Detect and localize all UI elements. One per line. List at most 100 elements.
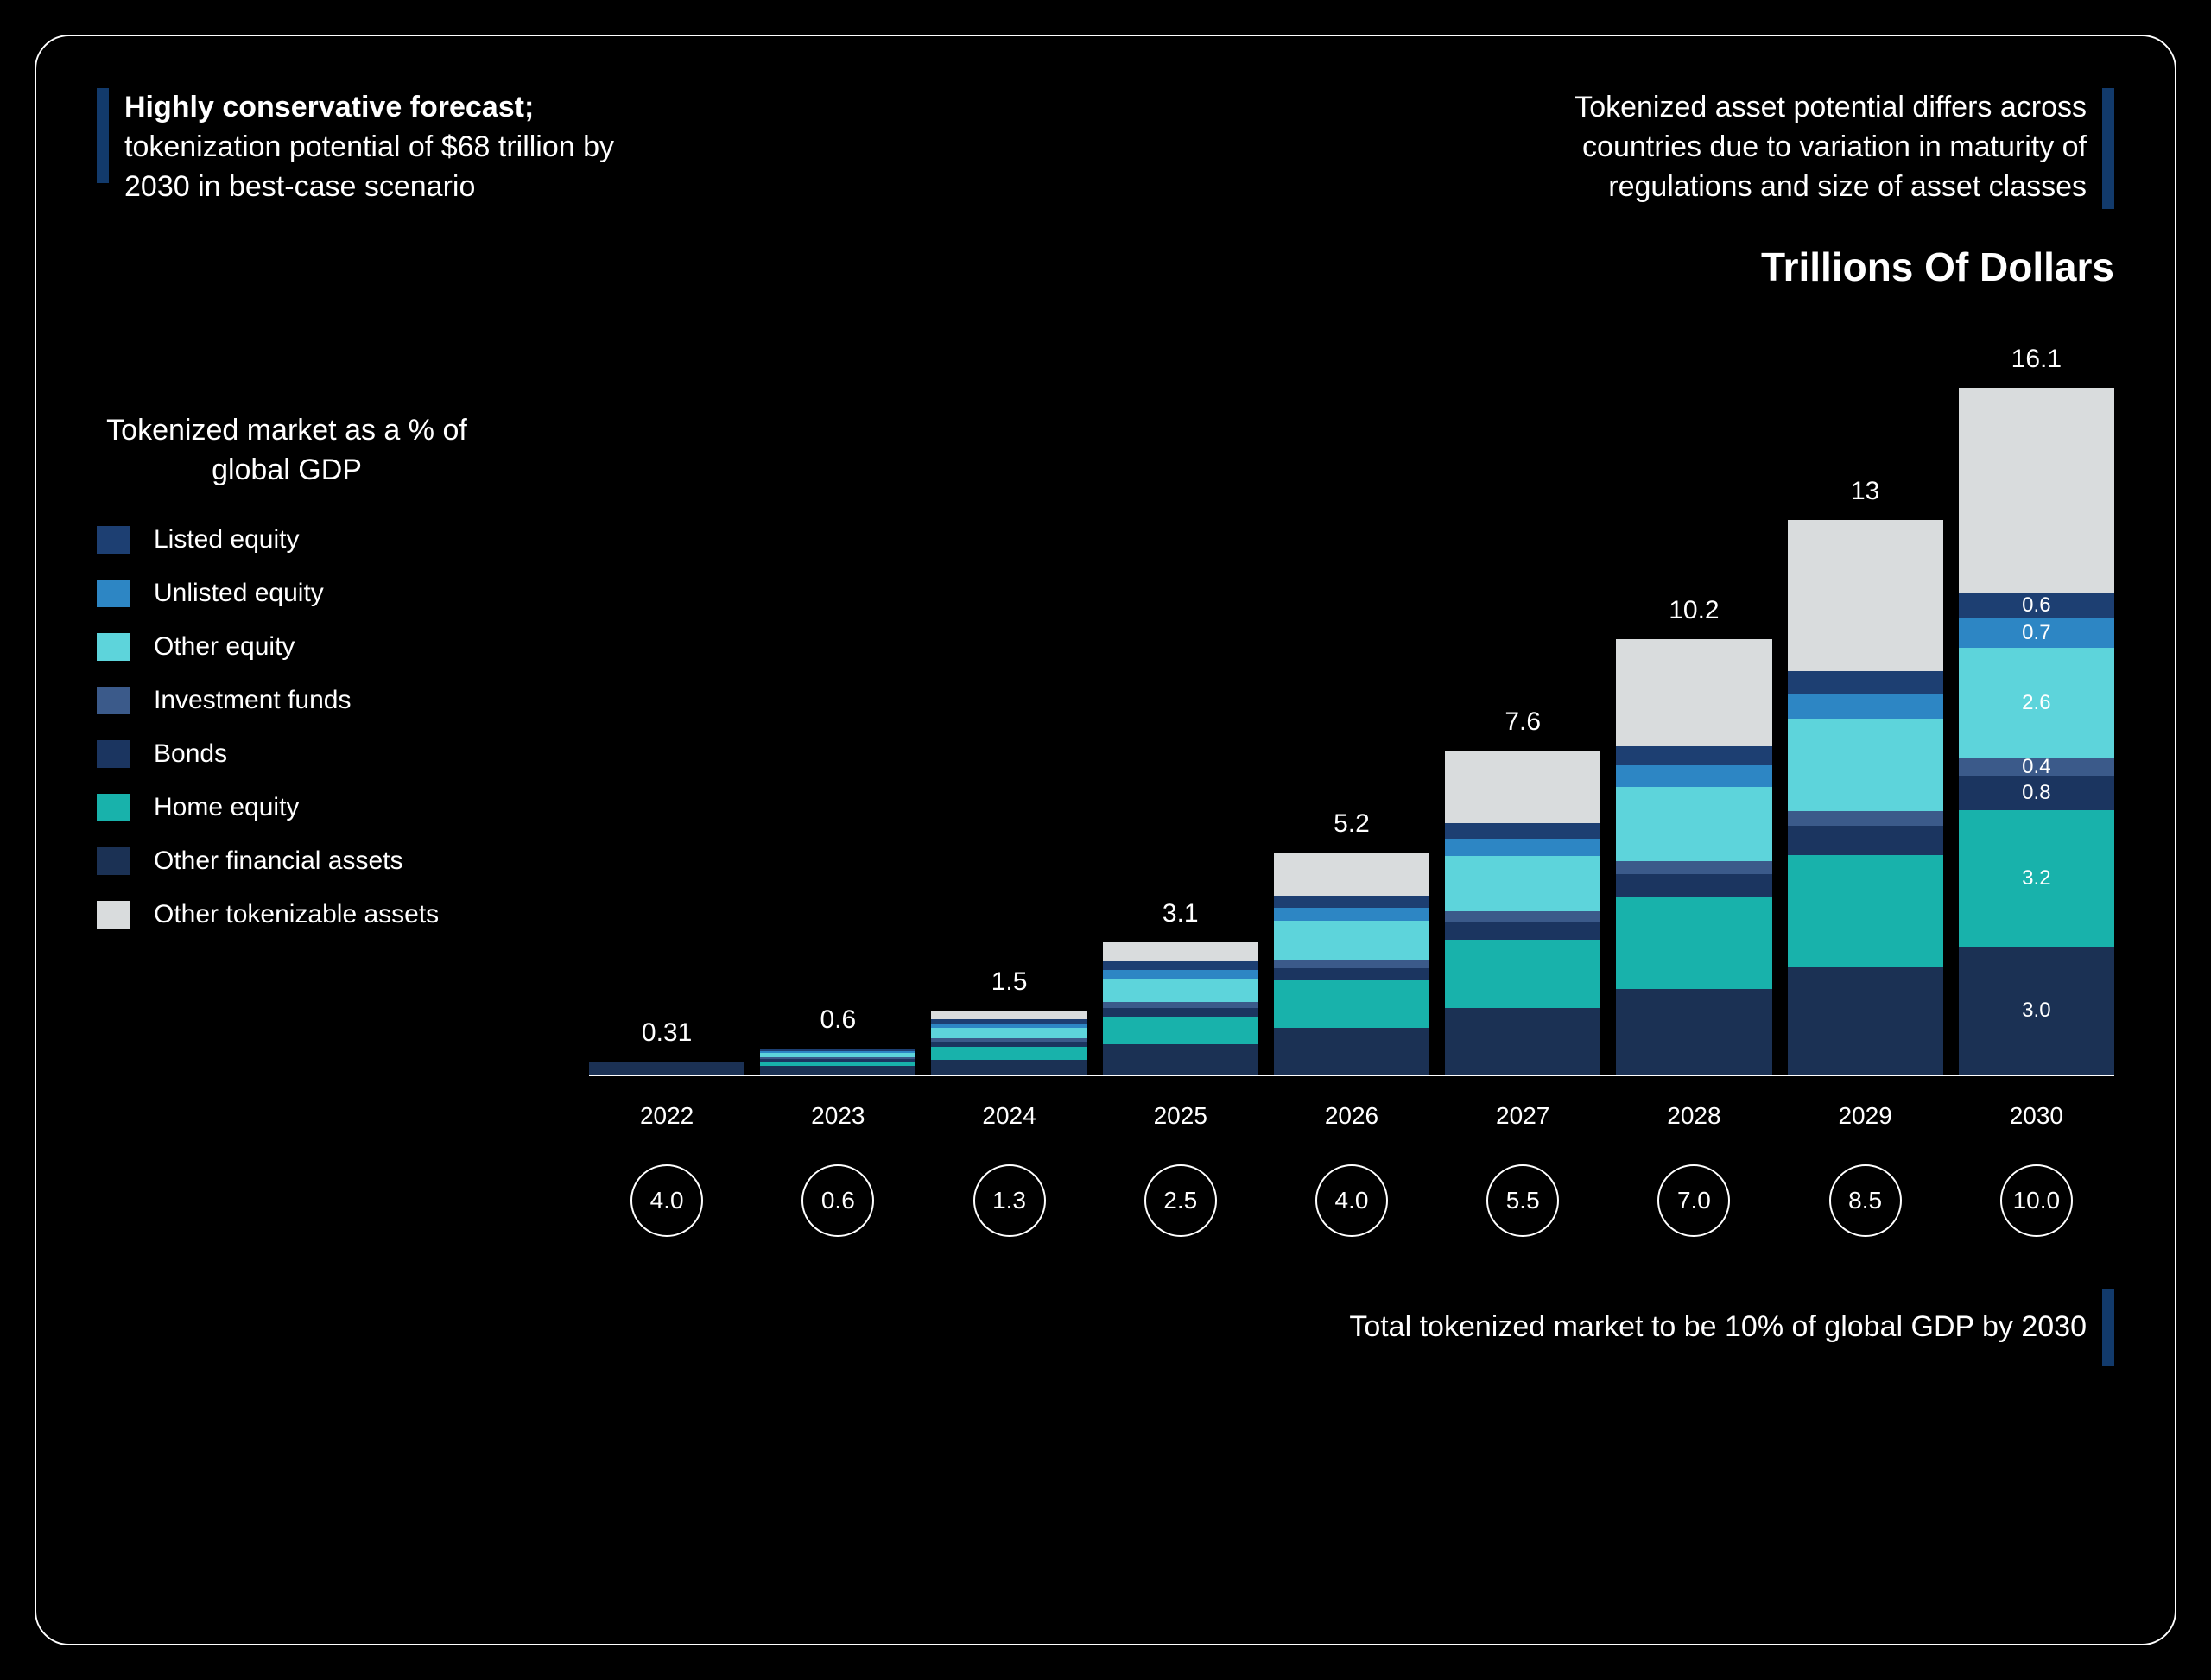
bar-stack: 3.03.20.80.42.60.70.6	[1959, 388, 2114, 1075]
bottom-accent-bar	[2102, 1289, 2114, 1366]
bar-segment: 2.6	[1959, 648, 2114, 758]
legend-item: Other tokenizable assets	[97, 900, 546, 929]
bar-segment	[1274, 1028, 1429, 1075]
gdp-circle-wrap: 8.5	[1788, 1164, 1943, 1237]
gdp-circle-wrap: 5.5	[1445, 1164, 1600, 1237]
bar-segment	[931, 1038, 1086, 1042]
bar-slot: 0.31	[589, 351, 744, 1075]
gdp-circle-wrap: 10.0	[1959, 1164, 2114, 1237]
x-tick: 2022	[589, 1092, 744, 1130]
legend-swatch	[97, 580, 130, 607]
bar-segment	[1788, 826, 1943, 855]
gdp-percent-circle: 8.5	[1829, 1164, 1902, 1237]
legend-swatch	[97, 687, 130, 714]
bar-slot: 10.2	[1616, 351, 1771, 1075]
gdp-percent-circle: 0.6	[801, 1164, 874, 1237]
bottom-callout-text: Total tokenized market to be 10% of glob…	[1349, 1308, 2087, 1347]
gdp-circle-wrap: 4.0	[1274, 1164, 1429, 1237]
bar-segment	[760, 1057, 915, 1059]
bar-stack	[1274, 853, 1429, 1075]
gdp-percent-circle: 4.0	[1315, 1164, 1388, 1237]
gdp-circle-wrap: 0.6	[760, 1164, 915, 1237]
gdp-circle-wrap: 1.3	[931, 1164, 1086, 1237]
legend-label: Unlisted equity	[154, 579, 324, 608]
segment-value-label: 2.6	[2022, 691, 2050, 715]
right-accent-bar	[2102, 88, 2114, 209]
legend-label: Other financial assets	[154, 846, 402, 876]
left-accent-bar	[97, 88, 109, 183]
left-callout-rest: tokenization potential of $68 trillion b…	[124, 130, 614, 203]
bar-total-label: 3.1	[1163, 899, 1199, 929]
bar-segment	[760, 1053, 915, 1057]
bar-stack	[1616, 639, 1771, 1075]
bar-segment	[1445, 911, 1600, 922]
legend-item: Unlisted equity	[97, 579, 546, 608]
bar-segment	[1788, 855, 1943, 968]
chart-frame: Highly conservative forecast; tokenizati…	[35, 35, 2176, 1645]
bottom-callout: Total tokenized market to be 10% of glob…	[589, 1289, 2114, 1366]
gdp-percent-circle: 2.5	[1144, 1164, 1217, 1237]
legend-label: Listed equity	[154, 525, 299, 555]
bar-segment	[1274, 853, 1429, 895]
segment-value-label: 0.7	[2022, 621, 2050, 645]
bar-stack	[931, 1011, 1086, 1075]
bar-segment	[1103, 979, 1258, 1002]
segment-value-label: 3.2	[2022, 866, 2050, 891]
bar-segment	[1274, 960, 1429, 968]
bar-segment	[1445, 922, 1600, 941]
bar-segment	[1103, 1017, 1258, 1044]
bar-segment	[1445, 856, 1600, 911]
bar-segment	[1788, 694, 1943, 720]
legend-swatch	[97, 526, 130, 554]
bar-slot: 0.6	[760, 351, 915, 1075]
bar-stack	[1103, 942, 1258, 1075]
bar-total-label: 10.2	[1669, 596, 1719, 625]
bar-segment	[760, 1062, 915, 1066]
x-axis: 202220232024202520262027202820292030	[589, 1092, 2114, 1130]
bar-segment: 0.4	[1959, 758, 2114, 776]
left-callout: Highly conservative forecast; tokenizati…	[97, 88, 684, 207]
gdp-circle-wrap: 2.5	[1103, 1164, 1258, 1237]
bar-segment	[760, 1049, 915, 1050]
bar-slot: 7.6	[1445, 351, 1600, 1075]
x-tick: 2026	[1274, 1092, 1429, 1130]
legend-swatch	[97, 633, 130, 661]
legend-item: Home equity	[97, 793, 546, 822]
gdp-percent-circle: 7.0	[1657, 1164, 1730, 1237]
legend-item: Bonds	[97, 739, 546, 769]
segment-value-label: 0.4	[2022, 755, 2050, 779]
right-callout-text: Tokenized asset potential differs across…	[1562, 88, 2087, 207]
bar-segment	[1788, 671, 1943, 694]
bar-total-label: 7.6	[1505, 707, 1541, 737]
unit-label: Trillions Of Dollars	[97, 244, 2114, 290]
x-tick: 2027	[1445, 1092, 1600, 1130]
bar-segment	[1616, 874, 1771, 897]
legend-label: Home equity	[154, 793, 299, 822]
bar-segment	[1616, 639, 1771, 746]
bar-segment	[1616, 746, 1771, 765]
bar-segment	[1788, 967, 1943, 1075]
top-callouts-row: Highly conservative forecast; tokenizati…	[97, 88, 2114, 209]
bar-segment	[1445, 839, 1600, 856]
bar-total-label: 5.2	[1334, 809, 1370, 839]
legend-swatch	[97, 847, 130, 875]
bar-segment	[1274, 908, 1429, 921]
legend-item: Investment funds	[97, 686, 546, 715]
x-tick: 2024	[931, 1092, 1086, 1130]
bar-stack	[589, 1062, 744, 1075]
bar-segment	[1103, 970, 1258, 979]
bar-segment	[1103, 961, 1258, 970]
gdp-circle-wrap: 7.0	[1616, 1164, 1771, 1237]
bar-segment	[1445, 751, 1600, 823]
gdp-percent-circle: 10.0	[2000, 1164, 2073, 1237]
left-callout-text: Highly conservative forecast; tokenizati…	[124, 88, 684, 207]
bar-segment	[1274, 980, 1429, 1027]
bar-segment	[931, 1060, 1086, 1075]
bar-segment	[1103, 942, 1258, 961]
bar-segment	[1788, 520, 1943, 671]
bar-stack	[1788, 520, 1943, 1075]
bar-slot: 13	[1788, 351, 1943, 1075]
bar-segment	[760, 1059, 915, 1062]
x-tick: 2028	[1616, 1092, 1771, 1130]
legend-label: Other tokenizable assets	[154, 900, 439, 929]
